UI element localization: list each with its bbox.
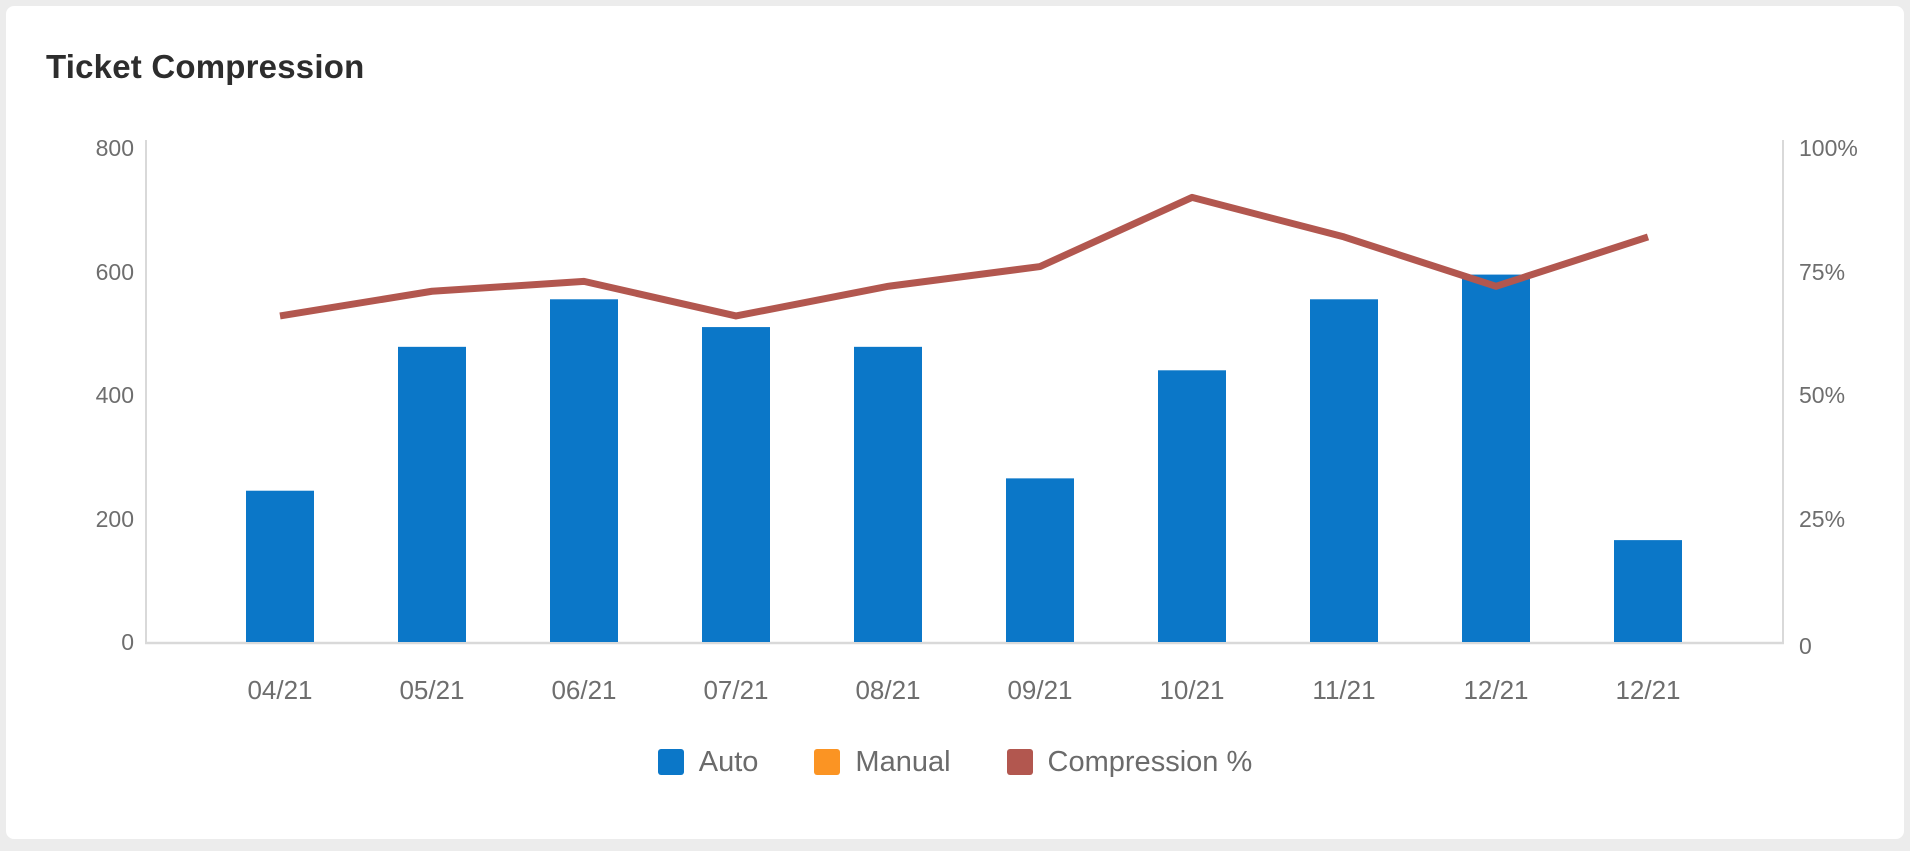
legend: Auto Manual Compression % [6,746,1904,778]
x-axis-label-5-09/21: 09/21 [960,676,1120,704]
left-axis-tick-0: 0 [36,629,134,655]
manual-swatch-icon [814,749,840,775]
left-axis-tick-800: 800 [36,135,134,161]
x-axis-label-8-12/21: 12/21 [1416,676,1576,704]
left-axis-tick-200: 200 [36,506,134,532]
right-axis-tick-0: 0 [1799,633,1909,659]
bar-auto-04/21[interactable] [246,491,314,642]
legend-label-manual: Manual [855,746,950,778]
bar-auto-09/21[interactable] [1006,478,1074,642]
left-axis-tick-600: 600 [36,259,134,285]
left-axis-tick-400: 400 [36,382,134,408]
x-axis-label-4-08/21: 08/21 [808,676,968,704]
compression-line[interactable] [280,197,1648,316]
legend-label-compression: Compression % [1048,746,1253,778]
right-axis-tick-50pct: 50% [1799,382,1909,408]
x-axis-label-2-06/21: 06/21 [504,676,664,704]
x-axis-label-1-05/21: 05/21 [352,676,512,704]
bar-auto-12/21[interactable] [1614,540,1682,642]
chart-canvas [6,6,1910,851]
x-axis-label-3-07/21: 07/21 [656,676,816,704]
bar-auto-08/21[interactable] [854,347,922,642]
bar-auto-05/21[interactable] [398,347,466,642]
right-axis-tick-100pct: 100% [1799,135,1909,161]
right-axis-tick-75pct: 75% [1799,259,1909,285]
bar-auto-10/21[interactable] [1158,370,1226,642]
bar-auto-07/21[interactable] [702,327,770,642]
x-axis-label-7-11/21: 11/21 [1264,676,1424,704]
x-axis-label-6-10/21: 10/21 [1112,676,1272,704]
legend-label-auto: Auto [699,746,759,778]
legend-item-compression[interactable]: Compression % [1007,746,1253,778]
legend-item-manual[interactable]: Manual [814,746,950,778]
legend-item-auto[interactable]: Auto [658,746,759,778]
bar-auto-06/21[interactable] [550,299,618,642]
x-axis-label-0-04/21: 04/21 [200,676,360,704]
bar-auto-12/21[interactable] [1462,275,1530,642]
compression-swatch-icon [1007,749,1033,775]
bar-auto-11/21[interactable] [1310,299,1378,642]
right-axis-tick-25pct: 25% [1799,506,1909,532]
x-axis-label-9-12/21: 12/21 [1568,676,1728,704]
auto-swatch-icon [658,749,684,775]
